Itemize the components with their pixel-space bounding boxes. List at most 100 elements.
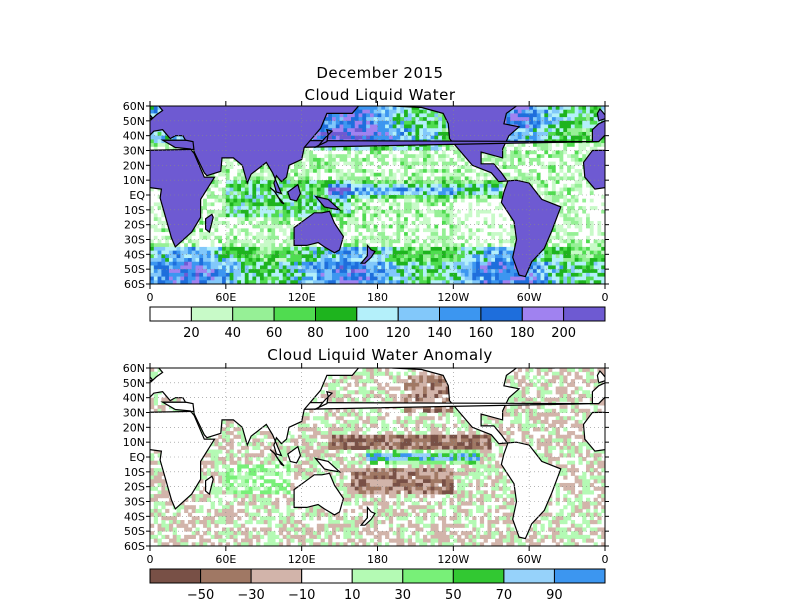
panel2-lat-label: 40N <box>123 392 145 405</box>
panel2-coast-greenland <box>534 368 556 369</box>
panel2-coast-africa <box>582 411 605 452</box>
panel1-lat-label: 60S <box>124 278 145 291</box>
panel2-lat-label: 10N <box>123 436 145 449</box>
panel2-lat-label: 40S <box>124 510 145 523</box>
panel2-coast-nz <box>359 505 376 526</box>
panel2-coast-africa <box>150 401 593 510</box>
panel2-lat-label: 60N <box>123 362 145 375</box>
panel1-coast-nz <box>359 243 376 264</box>
panel1-coast-sumatra <box>269 187 285 205</box>
panel1-lon-label: 120E <box>288 291 316 304</box>
panel2-coast-newguinea <box>771 459 795 472</box>
panel1-coast-japan <box>769 130 787 148</box>
panel2-colorbar-swatch <box>250 568 303 584</box>
panel2-lat-label: 60S <box>124 540 145 553</box>
panel1-coast-greenland <box>534 106 556 107</box>
panel1-coast-uk <box>150 113 154 120</box>
panel1-colorbar-swatch <box>190 306 234 322</box>
panel1-colorbar-swatch <box>315 306 358 322</box>
panel2-coast-sumatra <box>725 450 739 466</box>
panel1-lon-label: 60E <box>215 291 236 304</box>
panel1-lon-label: 60W <box>517 291 542 304</box>
panel2-lat-label: 50S <box>124 525 145 538</box>
panel2-coast-japan <box>769 392 787 410</box>
panel1-colorbar: 20 40 60 80 100 120 140 160 180 200 <box>149 306 606 341</box>
panel2-colorbar-swatch <box>402 568 454 584</box>
panel2-lon-label: 180 <box>367 553 388 566</box>
panel1-coast-uk <box>596 107 605 122</box>
panel1-coast-madagascar <box>661 214 669 232</box>
panel1-colorbar-label: 100 <box>344 326 369 341</box>
panel1-lat-label: 20S <box>124 219 145 232</box>
panel1-lat-label: 10N <box>123 174 145 187</box>
panel2-field <box>0 368 800 590</box>
panel1-lon-label: 0 <box>602 291 609 304</box>
panel2-colorbar-swatch <box>149 568 202 584</box>
panel1-colorbar-label: 40 <box>224 326 241 341</box>
panel2-colorbar: −50 −30 −10 10 30 50 70 90 <box>149 568 606 600</box>
panel2-coast-borneo <box>287 445 302 464</box>
panel2-colorbar-label: 90 <box>546 588 563 600</box>
panel1-colorbar-swatch <box>439 306 482 322</box>
panel1-coast-eurasia <box>591 119 605 143</box>
panel1-lat-label: 50S <box>124 263 145 276</box>
panel2-coast-japan <box>314 390 334 411</box>
panel2-coast-madagascar <box>205 475 214 496</box>
panel1-field <box>0 106 800 328</box>
panel2-lon-label: 0 <box>602 553 609 566</box>
panel1-colorbar-swatch <box>563 306 606 322</box>
panel1-colorbar-swatch <box>356 306 399 322</box>
panel2-title: Cloud Liquid Water Anomaly <box>267 346 493 364</box>
panel2-lat-label: 50N <box>123 377 145 390</box>
panel2-coast-australia <box>293 472 345 516</box>
panel2-lat-label: 20S <box>124 481 145 494</box>
panel1-lat-label: EQ <box>129 189 145 202</box>
panel2-lat-label: 10S <box>124 466 145 479</box>
panel1-colorbar-swatch <box>273 306 317 322</box>
panel2-coast-newguinea <box>313 457 342 473</box>
panel2-colorbar-label: 10 <box>344 588 361 600</box>
panel1-coast-africa <box>582 149 605 190</box>
panel2-lon-label: 60E <box>215 553 236 566</box>
panel1-coast-africa <box>0 140 137 247</box>
panel1-coast-australia <box>749 211 798 253</box>
panel2-colorbar-swatch <box>200 568 252 584</box>
panel2-colorbar-swatch <box>351 568 404 584</box>
panel2-coast-antarctica <box>0 553 150 590</box>
panel1-colorbar-label: 200 <box>551 326 576 341</box>
panel2-lon-label: 0 <box>147 553 154 566</box>
panel2-lat-label: EQ <box>129 451 145 464</box>
panel2-colorbar-label: 50 <box>445 588 462 600</box>
panel1-lat-label: 20N <box>123 159 145 172</box>
panel1-coast-americas <box>392 106 562 278</box>
panel1-lat-label: 40S <box>124 248 145 261</box>
panel1-lat-label: 30N <box>123 145 145 158</box>
panel1-lon-label: 0 <box>147 291 154 304</box>
panel1-colorbar-label: 80 <box>307 326 324 341</box>
panel1-coast-africa <box>150 139 593 248</box>
panel2-coast-australia <box>749 473 798 515</box>
panel2-lat-label: 30S <box>124 496 145 509</box>
panel1-lat-label: 50N <box>123 115 145 128</box>
panel2-colorbar-swatch <box>503 568 555 584</box>
panel1-coast-eurasia <box>150 106 363 195</box>
panel1-coast-antarctica <box>605 291 800 328</box>
panel2-coast-antarctica <box>605 553 800 590</box>
panel1-lon-label: 180 <box>367 291 388 304</box>
panel2-colorbar-swatch <box>301 568 353 584</box>
panel2-lon-label: 60W <box>517 553 542 566</box>
panel1-lon-label: 120W <box>437 291 469 304</box>
panel1-colorbar-label: 60 <box>266 326 283 341</box>
panel1-coast-antarctica <box>0 291 150 328</box>
panel1-colorbar-label: 180 <box>510 326 535 341</box>
panel2-lat-label: 20N <box>123 421 145 434</box>
panel2-land <box>0 368 800 590</box>
panel2-colorbar-swatch <box>452 568 505 584</box>
panel1-coast-newguinea <box>313 195 342 211</box>
panel1-coast-madagascar <box>205 213 214 234</box>
panel1-colorbar-swatch <box>397 306 441 322</box>
panel2-coast-uk <box>150 375 154 382</box>
panel2-coast-madagascar <box>661 476 669 494</box>
panel1-title: Cloud Liquid Water <box>304 86 456 104</box>
